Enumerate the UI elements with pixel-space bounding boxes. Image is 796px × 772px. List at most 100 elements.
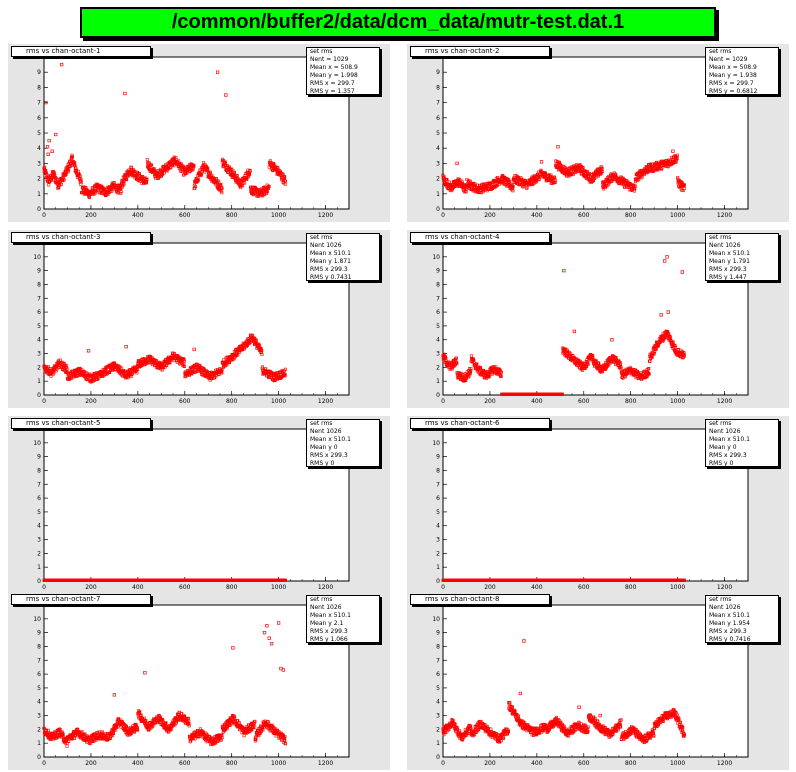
y-tick-label: 2	[436, 176, 440, 183]
data-point	[619, 367, 623, 371]
data-point	[581, 166, 585, 170]
data-point	[254, 338, 258, 342]
data-point	[46, 365, 50, 369]
y-tick-label: 8	[436, 84, 440, 91]
data-point	[493, 180, 497, 184]
x-tick-label: 600	[578, 398, 590, 405]
stats-row: Mean x = 508.9	[310, 64, 358, 71]
y-tick-label: 6	[436, 115, 440, 122]
data-point	[145, 177, 149, 181]
canvas-title: /common/buffer2/data/dcm_data/mutr-test.…	[171, 11, 625, 33]
stats-row: Mean y = 1.938	[709, 72, 757, 79]
data-point	[260, 365, 264, 369]
y-tick-label: 10	[432, 254, 440, 261]
y-tick-label: 2	[436, 364, 440, 371]
data-point	[58, 358, 62, 362]
data-point	[191, 167, 195, 171]
data-point	[196, 179, 200, 183]
data-point	[499, 370, 503, 374]
data-point	[600, 166, 604, 170]
data-point	[650, 355, 654, 359]
data-point	[257, 343, 261, 347]
data-point	[43, 165, 47, 169]
stats-row: RMS x = 299.7	[310, 80, 355, 87]
data-point	[58, 183, 62, 187]
data-point	[223, 160, 227, 164]
data-point	[233, 170, 237, 174]
data-point	[682, 351, 686, 355]
data-point	[182, 357, 186, 361]
data-point	[193, 186, 197, 190]
data-point	[553, 175, 557, 179]
data-point	[145, 180, 149, 184]
data-point	[65, 367, 69, 371]
data-point	[578, 163, 582, 167]
data-point	[162, 171, 166, 175]
x-tick-label: 1000	[271, 584, 286, 591]
data-point	[619, 361, 623, 365]
plot-pad-2: 0 200 400 600 800 1000 1200 0 1 2 3 4 5 6 7 8 9 10 rms vs …	[407, 44, 789, 222]
stats-box: set rms Nent = 1029 Mean x = 508.9 Mean y =…	[306, 47, 380, 95]
y-tick-label: 7	[37, 100, 41, 107]
data-point	[508, 179, 512, 183]
x-tick-label: 200	[484, 398, 496, 405]
x-tick-label: 1200	[318, 584, 333, 591]
data-point	[219, 182, 223, 186]
data-points	[42, 62, 287, 200]
data-point	[248, 169, 252, 173]
data-point	[494, 184, 498, 188]
data-point	[646, 367, 650, 371]
data-point	[468, 179, 472, 183]
x-tick-label: 1200	[717, 212, 732, 219]
data-point	[205, 166, 209, 170]
y-tick-label: 0	[37, 392, 41, 399]
data-point	[682, 184, 686, 188]
data-point	[144, 181, 148, 185]
data-point	[525, 186, 529, 190]
data-point	[154, 359, 158, 363]
data-point	[70, 155, 74, 159]
data-point	[469, 367, 473, 371]
outlier-point	[50, 149, 54, 153]
y-tick-label: 0	[436, 206, 440, 213]
data-point	[666, 165, 670, 169]
data-point	[682, 352, 686, 356]
data-point	[124, 177, 128, 181]
y-tick-label: 0	[37, 578, 41, 585]
data-point	[553, 178, 557, 182]
outlier-point	[224, 93, 228, 97]
data-point	[275, 165, 279, 169]
data-point	[49, 374, 53, 378]
data-point	[160, 172, 164, 176]
outlier-point	[671, 149, 675, 153]
outlier-point	[572, 329, 577, 334]
y-tick-label: 3	[37, 160, 41, 167]
outlier-point	[45, 145, 50, 149]
data-point	[464, 378, 468, 382]
data-point	[220, 371, 224, 375]
data-point	[454, 356, 458, 360]
data-points	[42, 333, 287, 384]
data-point	[475, 362, 479, 366]
data-point	[671, 340, 675, 344]
data-point	[136, 368, 140, 372]
y-tick-label: 6	[37, 309, 41, 316]
outlier-point	[54, 132, 58, 137]
outlier-point	[59, 62, 64, 67]
stats-row: RMS y 1.447	[709, 274, 747, 281]
y-tick-label: 3	[436, 351, 440, 358]
y-tick-label: 5	[37, 130, 41, 137]
data-point	[146, 360, 150, 364]
y-tick-label: 5	[37, 323, 41, 330]
data-point	[59, 182, 63, 186]
outlier-point	[234, 347, 239, 352]
stats-row: RMS x = 299.7	[709, 80, 754, 87]
data-point	[679, 348, 683, 352]
y-tick-label: 4	[436, 145, 440, 152]
y-tick-label: 7	[436, 295, 440, 302]
data-point	[214, 374, 218, 378]
plot-pad-5: 0 200 400 600 800 1000 1200 0 1 2 3 4 5 6 7 8 9 10 11 rms v…	[8, 416, 390, 594]
